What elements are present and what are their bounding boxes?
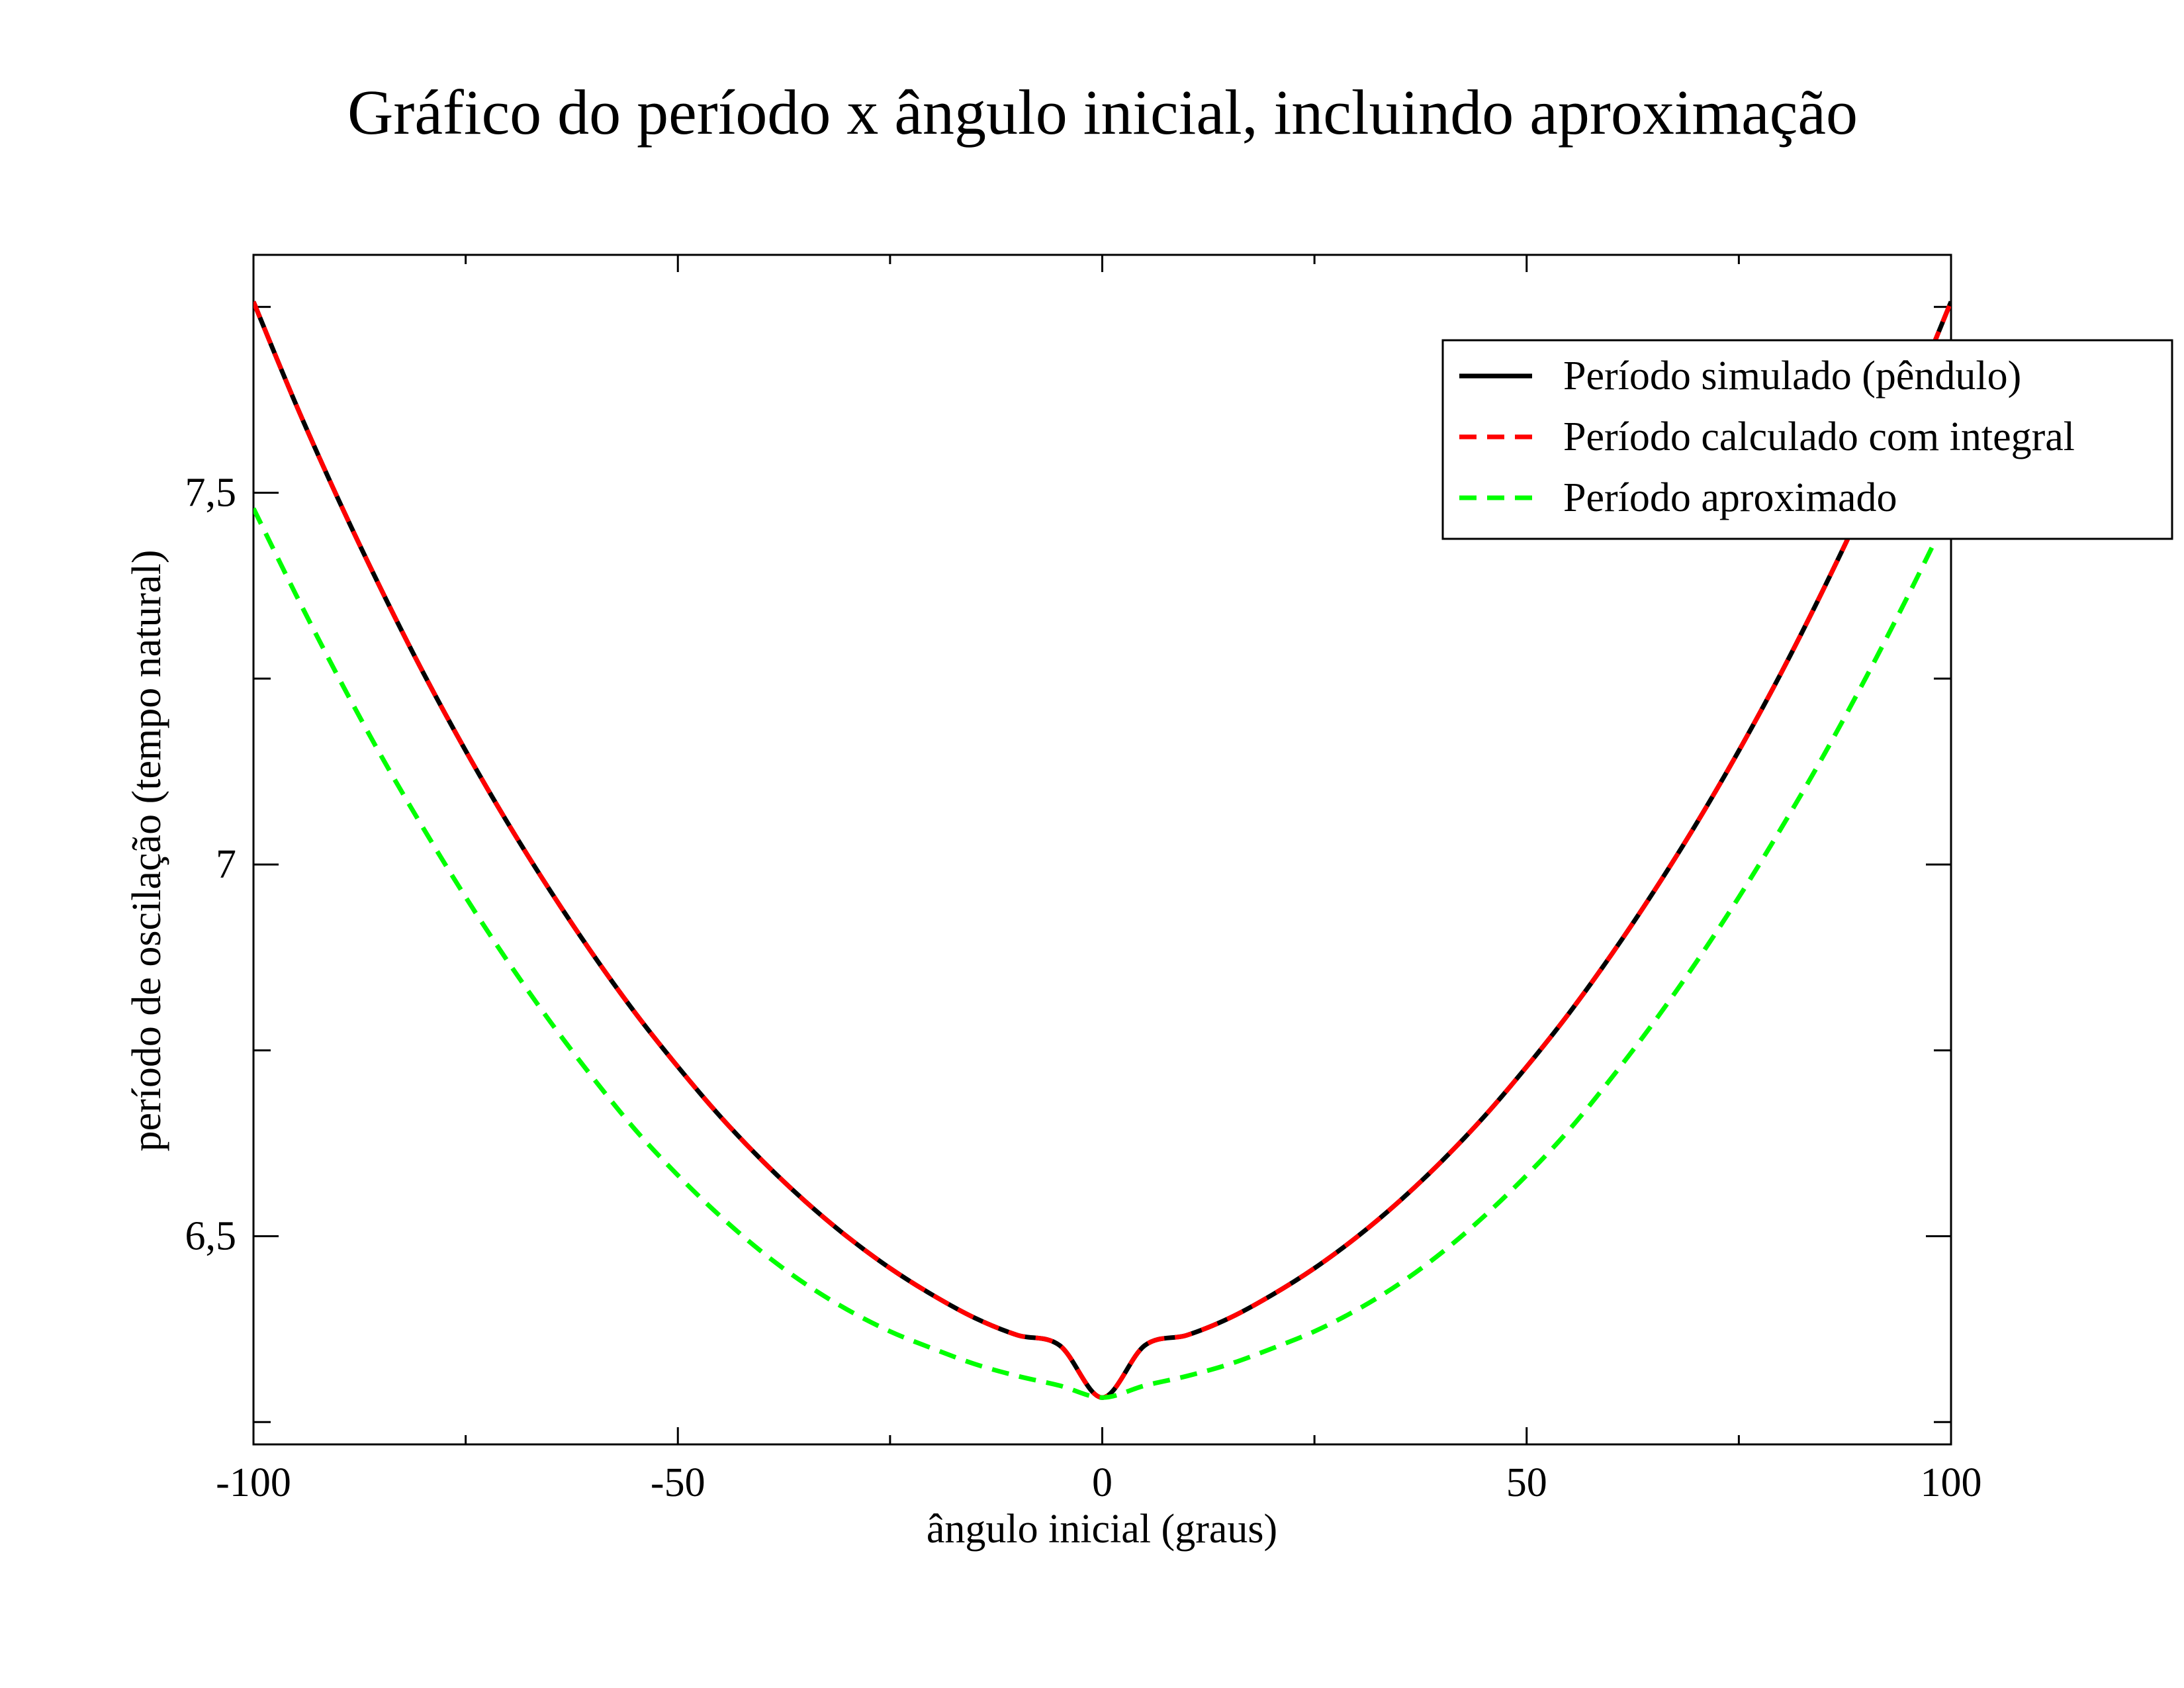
x-axis-label: ângulo inicial (graus) [927, 1507, 1277, 1552]
y-tick-label: 6,5 [185, 1214, 237, 1259]
x-tick-label: 100 [1921, 1460, 1982, 1505]
legend: Período simulado (pêndulo) Período calcul… [1441, 339, 2173, 540]
axis-tick-labels: -100 -50 0 50 100 6,5 7 7,5 [185, 470, 1982, 1505]
chart-title: Gráfico do período x ângulo inicial, inc… [347, 77, 1858, 148]
x-tick-label: 50 [1506, 1460, 1547, 1505]
y-tick-label: 7,5 [185, 470, 237, 515]
legend-label-2: Período calculado com integral [1563, 414, 2075, 459]
x-tick-label: 0 [1092, 1460, 1113, 1505]
y-tick-label: 7 [216, 842, 236, 887]
legend-label-1: Período simulado (pêndulo) [1563, 353, 2021, 399]
legend-label-3: Período aproximado [1563, 475, 1897, 520]
y-axis-label: período de oscilação (tempo natural) [124, 550, 169, 1152]
x-tick-label: -50 [651, 1460, 705, 1505]
series-line-3 [253, 507, 1951, 1400]
x-tick-label: -100 [216, 1460, 291, 1505]
legend-box [1441, 339, 2173, 540]
series-layer [253, 301, 1951, 1400]
